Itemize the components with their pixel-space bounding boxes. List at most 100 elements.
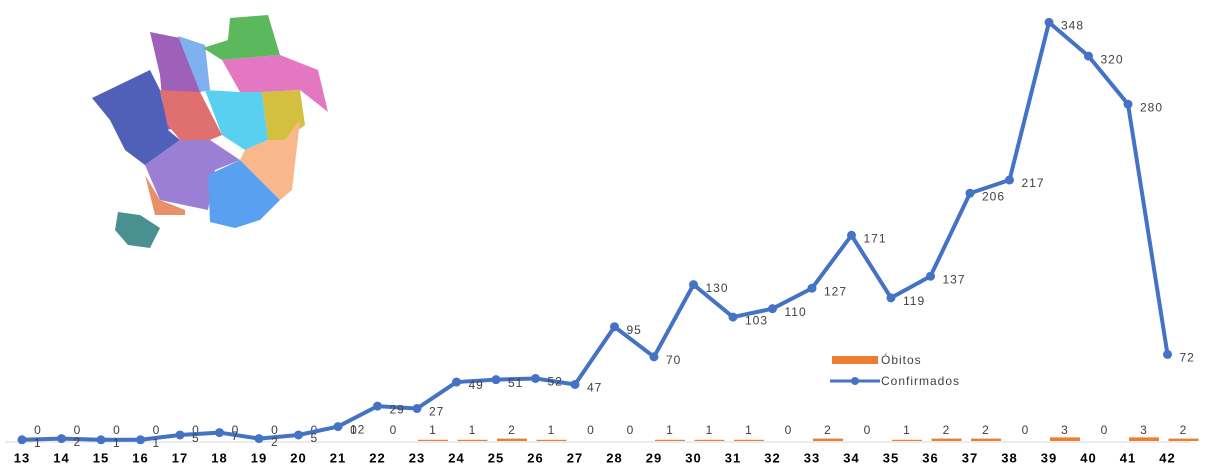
data-label: 2 [1180, 423, 1188, 437]
data-label: 206 [982, 189, 1005, 203]
data-label: 27 [429, 405, 444, 419]
data-label: 0 [390, 423, 398, 437]
x-tick-label: 27 [567, 450, 583, 464]
data-label: 2 [271, 435, 279, 449]
data-label: 0 [192, 423, 200, 437]
region-map [92, 15, 328, 248]
point [294, 430, 303, 440]
data-label: 119 [903, 294, 925, 308]
data-label: 0 [113, 423, 121, 437]
x-tick-label: 35 [883, 450, 899, 464]
bar [418, 439, 448, 441]
line [21, 20, 1170, 442]
bar [1050, 437, 1080, 441]
bar [734, 439, 764, 441]
point [333, 422, 343, 432]
point [1044, 17, 1054, 27]
point [254, 434, 264, 444]
x-tick-label: 26 [527, 450, 543, 464]
data-label: 2 [982, 423, 990, 437]
data-label: 0 [785, 423, 793, 437]
x-tick-label: 20 [290, 450, 306, 464]
bar [457, 439, 488, 441]
data-label: 0 [34, 423, 42, 437]
x-tick-label: 40 [1080, 450, 1096, 464]
data-label: 0 [350, 423, 358, 437]
bar [1129, 437, 1159, 441]
data-label: 5 [192, 431, 200, 445]
data-label: 3 [1140, 423, 1148, 437]
point [1005, 175, 1014, 185]
data-label: 2 [943, 423, 951, 437]
point [491, 375, 501, 385]
x-tick-label: 37 [962, 450, 978, 464]
data-label: 47 [587, 381, 602, 395]
data-label: 171 [864, 231, 887, 245]
data-label: 0 [153, 423, 161, 437]
data-label: 5 [311, 431, 319, 445]
x-tick-label: 22 [369, 450, 385, 464]
data-label: 1 [548, 423, 556, 437]
data-label: 0 [232, 423, 240, 437]
data-label: 70 [666, 353, 681, 367]
x-tick-label: 18 [211, 450, 227, 464]
data-label: 130 [706, 281, 729, 295]
data-label: 110 [785, 305, 807, 319]
bar [1168, 438, 1199, 441]
data-label: 2 [74, 435, 82, 449]
bar [813, 438, 843, 441]
data-label: 0 [74, 423, 82, 437]
legend-label: Óbitos [881, 352, 922, 367]
data-label: 2 [824, 423, 832, 437]
data-label: 7 [232, 429, 240, 443]
x-tick-label: 31 [725, 450, 741, 464]
data-label: 49 [469, 378, 484, 392]
x-tick-label: 25 [488, 450, 504, 464]
x-tick-label: 30 [685, 450, 701, 464]
point [807, 283, 817, 293]
x-tick-label: 33 [804, 450, 820, 464]
data-label: 2 [508, 423, 516, 437]
data-label: 52 [548, 375, 563, 389]
data-label: 137 [943, 272, 966, 286]
point [17, 435, 27, 445]
x-tick-label: 24 [448, 450, 464, 464]
data-label: 1 [113, 436, 121, 450]
data-label: 1 [153, 436, 161, 450]
bar [655, 439, 685, 441]
x-tick-label: 34 [843, 450, 859, 464]
point [531, 373, 540, 383]
x-tick-label: 36 [922, 450, 938, 464]
point [570, 379, 580, 389]
bar [971, 438, 1001, 441]
data-label: 95 [627, 323, 642, 337]
bar [931, 438, 962, 441]
x-tick-label: 21 [330, 450, 346, 464]
data-label: 127 [824, 284, 847, 298]
x-tick-label: 17 [172, 450, 188, 464]
point [1163, 349, 1172, 359]
x-tick-label: 23 [409, 450, 425, 464]
data-label: 280 [1140, 100, 1163, 114]
point [96, 435, 106, 445]
data-label: 72 [1180, 351, 1195, 365]
point [926, 271, 935, 281]
x-tick-label: 14 [53, 450, 69, 464]
x-tick-label: 19 [251, 450, 267, 464]
data-label: 0 [587, 423, 595, 437]
data-label: 348 [1061, 19, 1084, 33]
x-tick-label: 38 [1001, 450, 1017, 464]
x-tick-label: 13 [14, 450, 30, 464]
bar [892, 439, 922, 441]
point [175, 430, 185, 440]
data-label: 1 [666, 423, 674, 437]
point [886, 293, 896, 303]
x-tick-label: 29 [646, 450, 662, 464]
point [373, 401, 382, 411]
legend-swatch [851, 377, 859, 385]
data-label: 0 [1022, 423, 1030, 437]
point [452, 377, 461, 387]
data-label: 1 [469, 423, 477, 437]
data-label: 3 [1061, 423, 1069, 437]
